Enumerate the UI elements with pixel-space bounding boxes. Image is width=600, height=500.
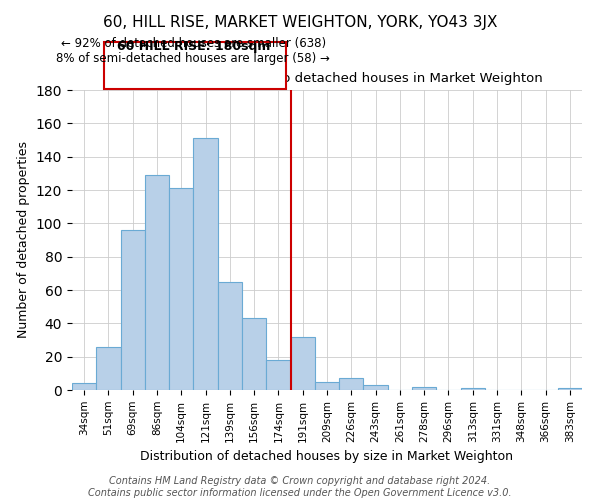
X-axis label: Distribution of detached houses by size in Market Weighton: Distribution of detached houses by size … xyxy=(140,450,514,463)
Bar xyxy=(339,378,364,390)
Title: Size of property relative to detached houses in Market Weighton: Size of property relative to detached ho… xyxy=(112,72,542,85)
Bar xyxy=(290,336,315,390)
Text: 60 HILL RISE: 180sqm: 60 HILL RISE: 180sqm xyxy=(117,40,270,54)
Bar xyxy=(218,282,242,390)
Bar xyxy=(121,230,145,390)
Bar xyxy=(242,318,266,390)
Bar xyxy=(169,188,193,390)
Text: 60, HILL RISE, MARKET WEIGHTON, YORK, YO43 3JX: 60, HILL RISE, MARKET WEIGHTON, YORK, YO… xyxy=(103,15,497,30)
Bar xyxy=(412,386,436,390)
Bar xyxy=(72,384,96,390)
Bar xyxy=(193,138,218,390)
Bar xyxy=(558,388,582,390)
Bar xyxy=(266,360,290,390)
Bar xyxy=(461,388,485,390)
Bar xyxy=(364,385,388,390)
Bar xyxy=(96,346,121,390)
Bar xyxy=(145,175,169,390)
Text: Contains HM Land Registry data © Crown copyright and database right 2024.
Contai: Contains HM Land Registry data © Crown c… xyxy=(88,476,512,498)
Y-axis label: Number of detached properties: Number of detached properties xyxy=(17,142,30,338)
Bar xyxy=(315,382,339,390)
Bar xyxy=(104,42,286,89)
Text: ← 92% of detached houses are smaller (638)
8% of semi-detached houses are larger: ← 92% of detached houses are smaller (63… xyxy=(56,37,331,65)
